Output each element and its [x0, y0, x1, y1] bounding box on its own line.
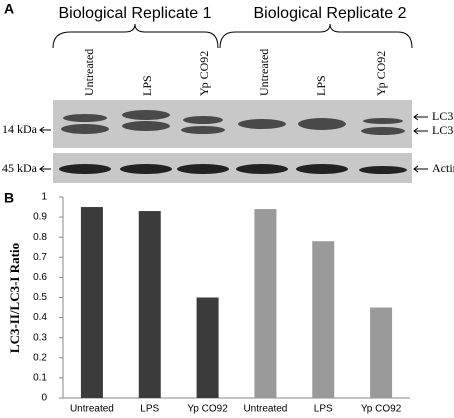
y-tick-label: 0.3 — [33, 332, 47, 343]
bar — [138, 211, 161, 398]
y-tick-label: 0.2 — [33, 352, 47, 363]
lane-label: LPS — [314, 75, 328, 96]
panel-label: B — [4, 190, 14, 206]
x-tick-label: LPS — [140, 404, 159, 415]
brace — [52, 23, 219, 49]
arrows — [39, 113, 428, 173]
marker-label: 14 kDa — [2, 122, 38, 136]
bar — [312, 241, 335, 398]
y-tick-label: 0.8 — [33, 232, 47, 243]
y-tick-label: 0.9 — [33, 212, 47, 223]
band-label: LC3B -1 — [432, 109, 454, 123]
bands — [59, 164, 407, 174]
y-tick-label: 0.4 — [33, 312, 47, 323]
band-label: LC3B - 2 — [432, 123, 454, 137]
bands — [61, 110, 405, 135]
y-tick-label: 0 — [41, 393, 47, 404]
y-tick-label: 0.7 — [33, 252, 47, 263]
lane-label: Yp CO92 — [197, 51, 211, 96]
lane-label: Untreated — [82, 49, 96, 96]
blot — [53, 100, 412, 148]
x-tick-label: Untreated — [70, 404, 114, 415]
y-tick-label: 0.6 — [33, 272, 47, 283]
lane-label: Untreated — [257, 49, 271, 96]
x-tick-label: LPS — [314, 404, 333, 415]
bar — [370, 307, 393, 398]
y-tick-label: 0.5 — [33, 292, 47, 303]
bar — [80, 207, 103, 398]
brace — [219, 23, 413, 49]
band-label: Actin — [432, 161, 454, 175]
x-tick-label: Untreated — [243, 404, 287, 415]
bar — [254, 209, 277, 398]
lane-label: LPS — [140, 75, 154, 96]
replicate-title: Biological Replicate 1 — [59, 5, 212, 22]
panel-label: A — [4, 1, 14, 17]
y-axis-label: LC3-II/LC3-I Ratio — [7, 243, 22, 353]
marker-label: 45 kDa — [2, 161, 38, 175]
x-tick-label: Yp CO92 — [187, 404, 228, 415]
x-tick-label: Yp CO92 — [361, 404, 402, 415]
blot — [53, 153, 412, 183]
bar — [196, 297, 219, 398]
replicate-title: Biological Replicate 2 — [254, 5, 407, 22]
lane-label: Yp CO92 — [374, 51, 388, 96]
y-tick-label: 1 — [41, 192, 47, 203]
y-tick-label: 0.1 — [33, 373, 47, 384]
